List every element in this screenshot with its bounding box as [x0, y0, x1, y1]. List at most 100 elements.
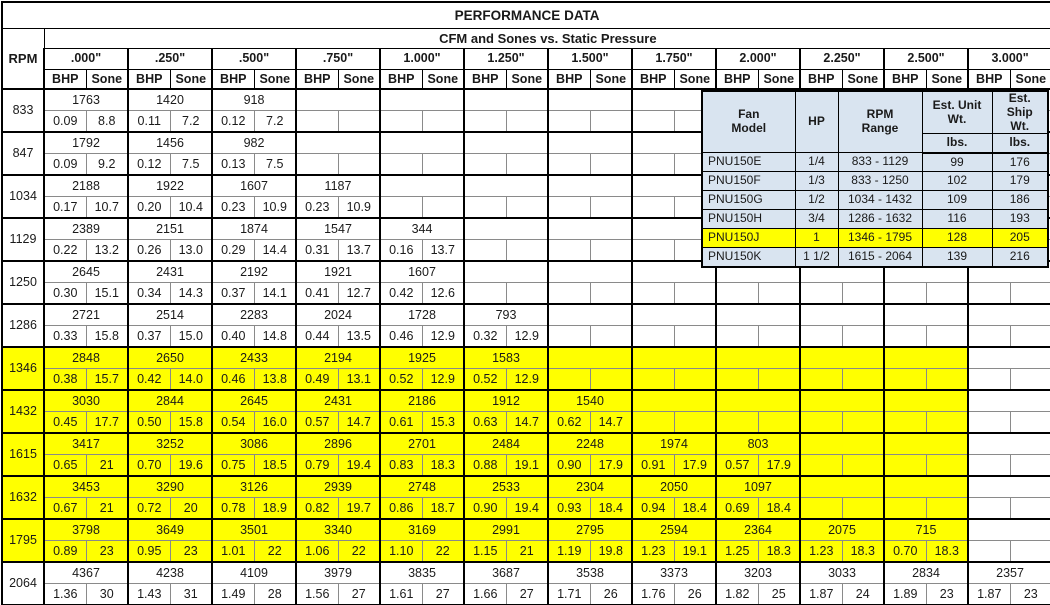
cfm-cell: [799, 432, 885, 455]
bhp-header: BHP: [799, 68, 843, 90]
sone-cell: 9.2: [85, 152, 129, 176]
sone-cell: [505, 238, 549, 262]
cfm-cell: [295, 88, 381, 111]
sone-cell: 18.4: [673, 496, 717, 520]
cfm-cell: 1420: [127, 88, 213, 111]
bhp-cell: [379, 195, 423, 219]
bhp-cell: 0.29: [211, 238, 255, 262]
bhp-header: BHP: [379, 68, 423, 90]
cfm-cell: 2075: [799, 518, 885, 541]
cfm-cell: 2721: [43, 303, 129, 326]
sone-cell: [589, 324, 633, 348]
bhp-cell: 0.17: [43, 195, 87, 219]
bhp-cell: 0.52: [379, 367, 423, 391]
ship-wt-cell: 186: [991, 190, 1049, 211]
sone-cell: [925, 281, 969, 305]
cfm-cell: 2304: [547, 475, 633, 498]
cfm-cell: 2389: [43, 217, 129, 240]
sone-cell: [673, 281, 717, 305]
sone-cell: 25: [757, 582, 801, 605]
cfm-cell: [883, 432, 969, 455]
ship-lbs-header: lbs.: [991, 133, 1049, 154]
cfm-cell: 2024: [295, 303, 381, 326]
cfm-cell: 2050: [631, 475, 717, 498]
cfm-cell: 3030: [43, 389, 129, 412]
sone-cell: [1009, 324, 1050, 348]
fan-model-cell: PNU150K: [701, 247, 796, 268]
sone-cell: 14.3: [169, 281, 213, 305]
pressure-header: 1.500": [547, 47, 633, 70]
cfm-cell: 2533: [463, 475, 549, 498]
bhp-cell: 0.67: [43, 496, 87, 520]
ship-wt-cell: 193: [991, 209, 1049, 230]
cfm-cell: 3373: [631, 561, 717, 584]
fan-model-row: PNU150H 3/4 1286 - 1632 116 193: [701, 209, 1049, 230]
unit-wt-cell: 109: [921, 190, 993, 211]
bhp-cell: 1.06: [295, 539, 339, 563]
pressure-header: 1.000": [379, 47, 465, 70]
bhp-cell: [967, 539, 1011, 563]
cfm-cell: [966, 432, 1050, 455]
bhp-cell: 0.09: [43, 109, 87, 133]
bhp-cell: 1.71: [547, 582, 591, 605]
sone-cell: [421, 195, 465, 219]
rpm-cell: 1346: [1, 346, 45, 391]
sone-header: Sone: [85, 68, 129, 90]
sone-cell: [925, 367, 969, 391]
bhp-header: BHP: [295, 68, 339, 90]
sone-cell: 12.6: [421, 281, 465, 305]
bhp-cell: 1.10: [379, 539, 423, 563]
pressure-header: 2.000": [715, 47, 801, 70]
sone-cell: 27: [421, 582, 465, 605]
bhp-header: BHP: [211, 68, 255, 90]
cfm-cell: 2188: [43, 174, 129, 197]
cfm-cell: [463, 88, 549, 111]
cfm-cell: 2514: [127, 303, 213, 326]
sone-cell: [589, 109, 633, 133]
cfm-cell: [547, 217, 633, 240]
hp-cell: 1/3: [794, 171, 839, 192]
bhp-cell: 0.31: [295, 238, 339, 262]
sone-cell: 10.9: [253, 195, 297, 219]
bhp-cell: [883, 453, 927, 477]
cfm-cell: 2192: [211, 260, 297, 283]
pressure-header: 1.250": [463, 47, 549, 70]
sone-cell: 17.9: [757, 453, 801, 477]
sone-cell: [421, 109, 465, 133]
sone-cell: 17.7: [85, 410, 129, 434]
sone-cell: [589, 367, 633, 391]
bhp-cell: 0.23: [211, 195, 255, 219]
sone-cell: [841, 453, 885, 477]
cfm-cell: 2848: [43, 346, 129, 369]
sone-cell: [1009, 410, 1050, 434]
cfm-cell: [463, 131, 549, 154]
bhp-cell: 1.15: [463, 539, 507, 563]
sone-cell: 23: [1009, 582, 1050, 605]
bhp-cell: 0.52: [463, 367, 507, 391]
sone-cell: 28: [253, 582, 297, 605]
cfm-cell: [799, 303, 885, 326]
sone-cell: 7.2: [169, 109, 213, 133]
sone-cell: [1009, 496, 1050, 520]
cfm-cell: [547, 260, 633, 283]
sone-cell: 18.4: [589, 496, 633, 520]
sone-cell: [841, 324, 885, 348]
bhp-cell: [799, 453, 843, 477]
cfm-cell: 1728: [379, 303, 465, 326]
sone-cell: [505, 152, 549, 176]
bhp-cell: 0.37: [211, 281, 255, 305]
bhp-cell: 0.44: [295, 324, 339, 348]
ship-wt-cell: 176: [991, 152, 1049, 173]
rpm-range-cell: 833 - 1250: [837, 171, 923, 192]
cfm-cell: 3086: [211, 432, 297, 455]
bhp-cell: [799, 324, 843, 348]
bhp-cell: 0.78: [211, 496, 255, 520]
sone-cell: 8.8: [85, 109, 129, 133]
bhp-cell: [715, 367, 759, 391]
bhp-cell: 1.23: [799, 539, 843, 563]
fan-model-cell: PNU150G: [701, 190, 796, 211]
bhp-cell: 0.62: [547, 410, 591, 434]
cfm-cell: 3203: [715, 561, 801, 584]
cfm-cell: 2645: [211, 389, 297, 412]
